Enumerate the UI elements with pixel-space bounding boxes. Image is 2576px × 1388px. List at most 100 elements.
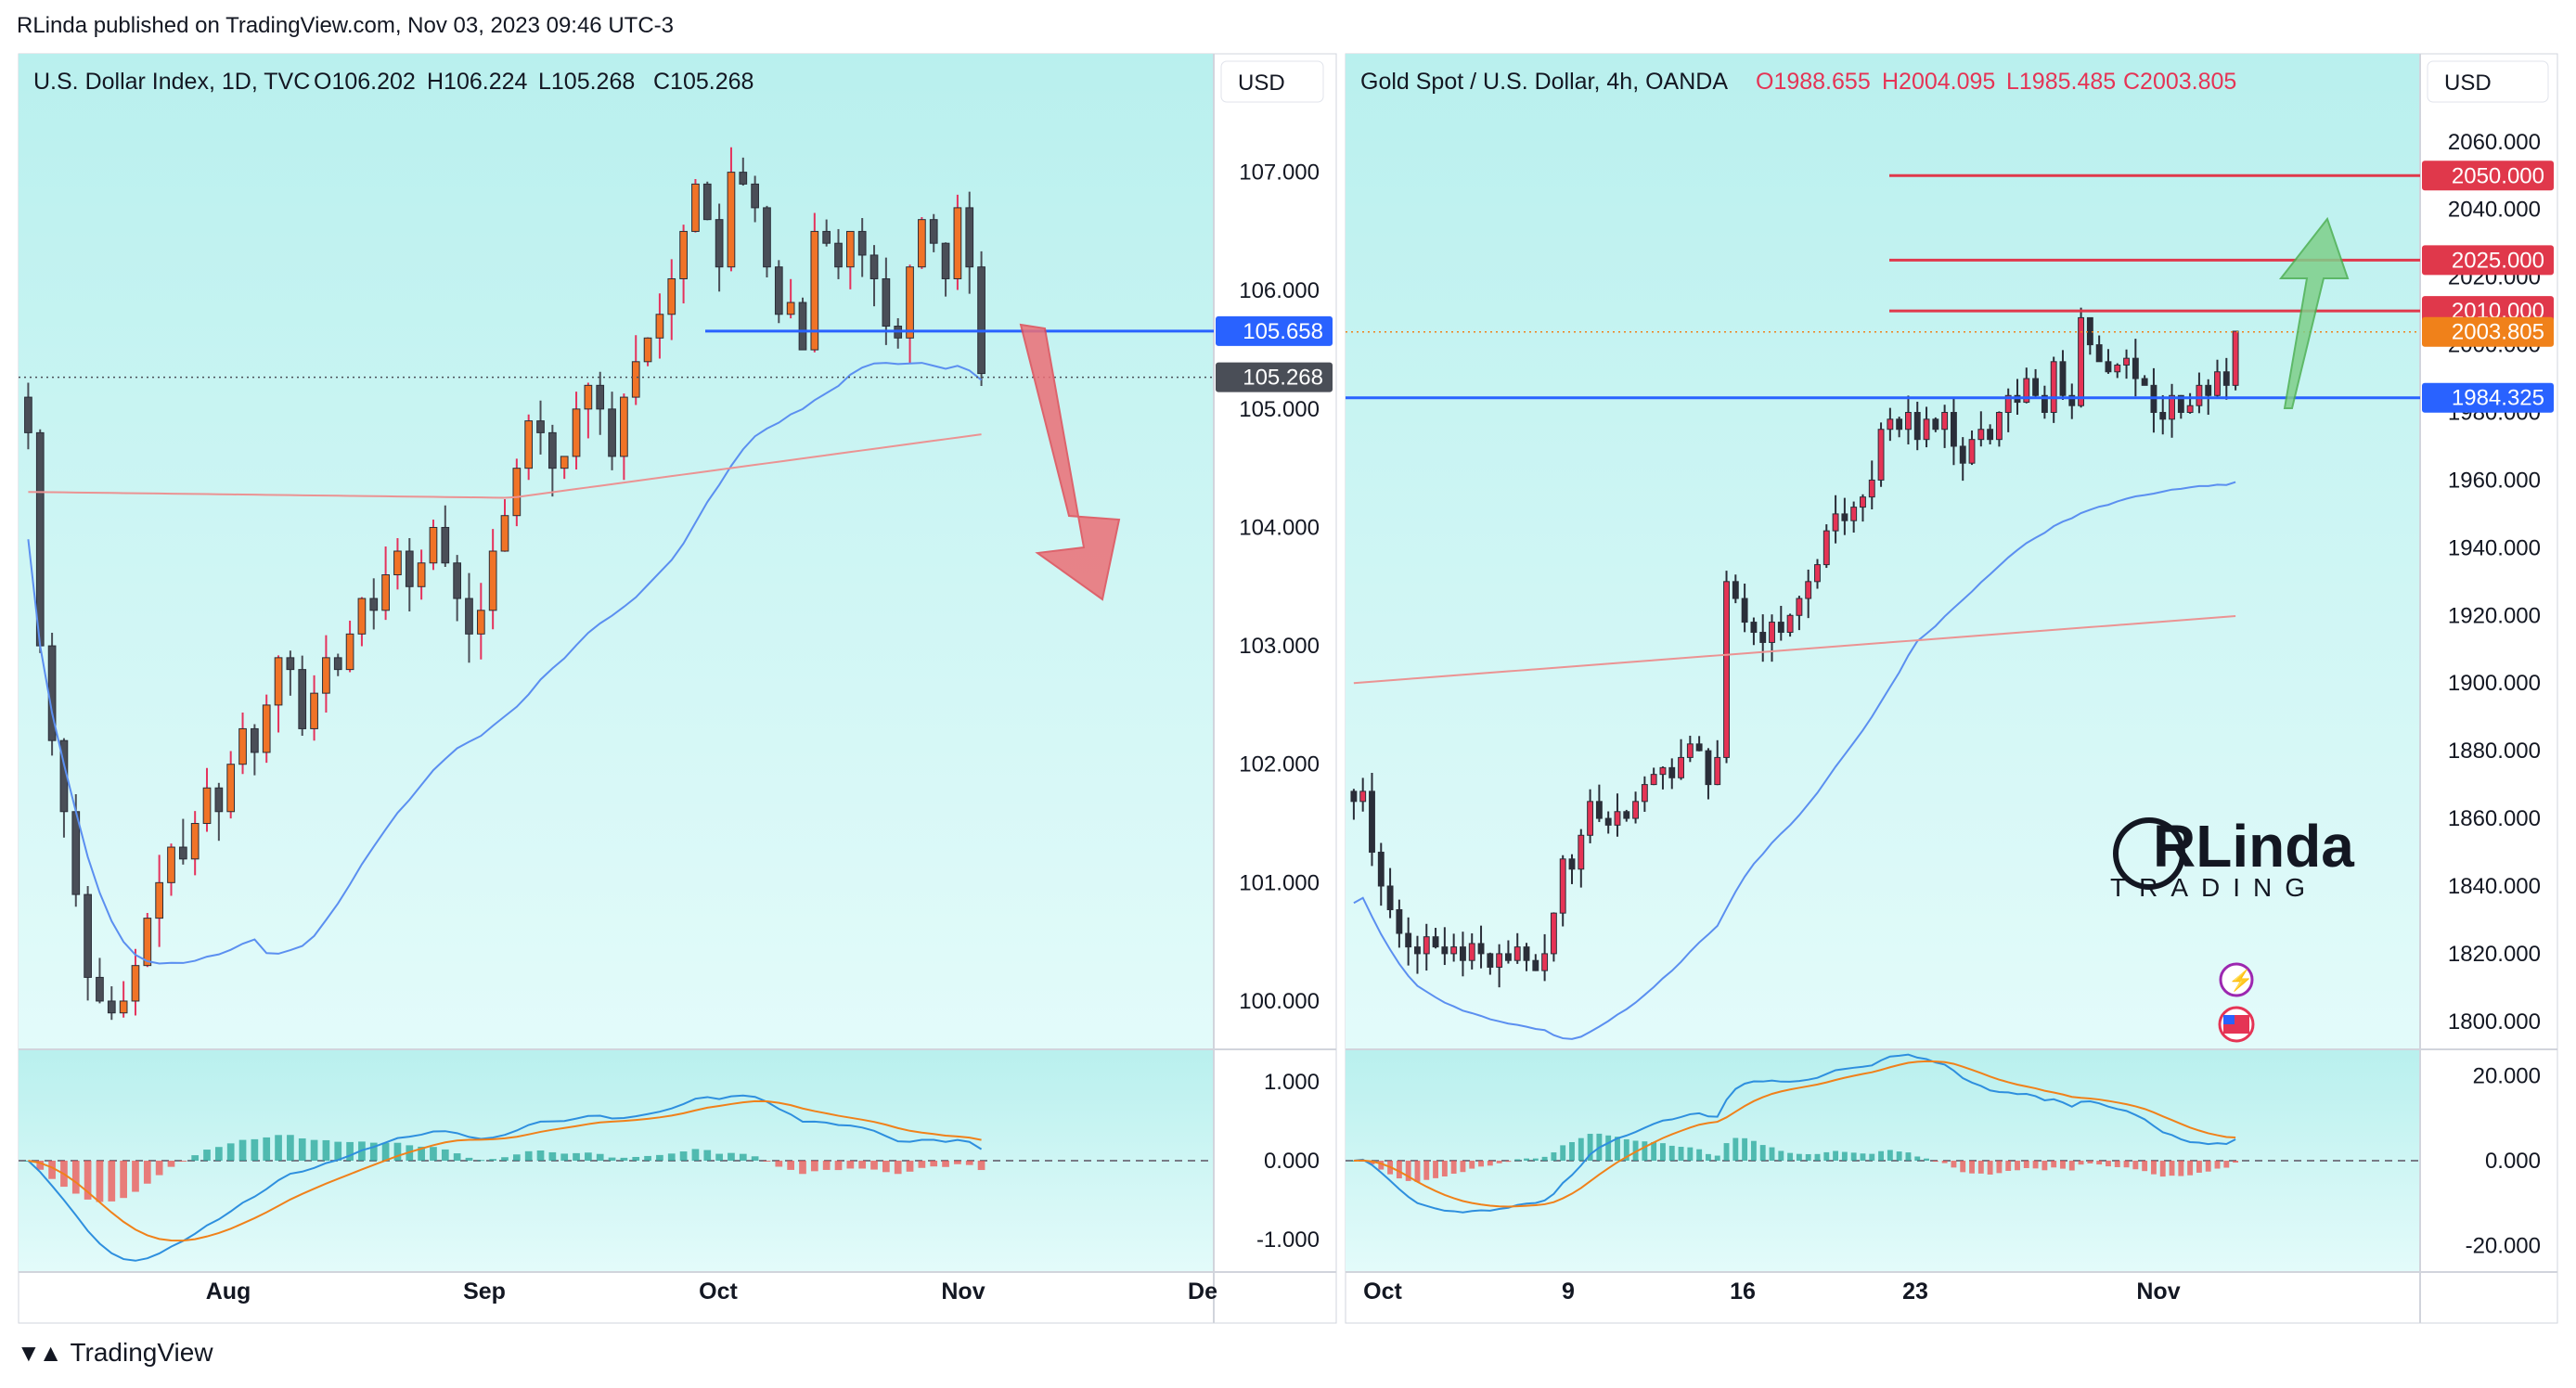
macd-bar — [894, 1161, 902, 1175]
macd-bar — [1769, 1147, 1775, 1161]
candle — [2186, 405, 2194, 414]
candle — [763, 207, 771, 268]
x-tick-label: Nov — [2136, 1279, 2180, 1304]
candle — [2114, 364, 2121, 373]
macd-tick-label: 0.000 — [1264, 1149, 1320, 1174]
macd-bar — [1460, 1161, 1466, 1173]
rlinda-logo-text: RLinda — [2153, 813, 2354, 880]
macd-bar — [573, 1152, 580, 1161]
macd-bar — [191, 1155, 200, 1161]
y-tick-label: 103.000 — [1239, 634, 1320, 659]
macd-bar — [1732, 1137, 1739, 1161]
macd-bar — [2132, 1161, 2139, 1170]
currency-label: USD — [2444, 71, 2492, 96]
candle — [1769, 622, 1775, 643]
macd-bar — [799, 1161, 806, 1175]
macd-bar — [585, 1152, 592, 1161]
candle — [1732, 581, 1739, 599]
candle — [1823, 530, 1830, 566]
candle — [834, 242, 843, 268]
candle — [584, 384, 593, 410]
candle — [310, 692, 318, 729]
y-tick-label: 1920.000 — [2448, 603, 2541, 628]
candle — [774, 266, 783, 315]
macd-bar — [2178, 1161, 2184, 1176]
candle — [1369, 790, 1375, 854]
candle — [1650, 774, 1657, 786]
y-tick-label: 1880.000 — [2448, 739, 2541, 764]
ohlc-c-label: C105.268 — [653, 69, 753, 95]
candle — [1959, 445, 1966, 464]
signal-line — [1353, 1060, 2236, 1208]
macd-bar — [1632, 1140, 1639, 1161]
candle — [24, 396, 32, 433]
candle — [155, 881, 164, 919]
candle — [357, 598, 367, 635]
publish-header: RLinda published on TradingView.com, Nov… — [17, 13, 674, 38]
macd-bar — [1924, 1158, 1929, 1161]
macd-bar — [1350, 1161, 1357, 1162]
candle — [345, 633, 354, 671]
bullish-arrow-icon — [2278, 216, 2350, 409]
candle — [1678, 756, 1684, 778]
candle — [857, 230, 867, 256]
candle — [1723, 581, 1730, 758]
x-tick-label: Aug — [206, 1279, 251, 1304]
candle — [1977, 429, 1985, 441]
macd-bar — [918, 1161, 926, 1168]
macd-bar — [1723, 1143, 1730, 1161]
candle — [1578, 834, 1585, 870]
currency-button[interactable]: USD — [2427, 60, 2549, 103]
candle — [1668, 766, 1676, 778]
macd-bar — [1850, 1152, 1857, 1161]
candle — [1496, 953, 1503, 968]
macd-bar — [1905, 1152, 1912, 1161]
candle — [1604, 817, 1612, 826]
y-tick-label: 1940.000 — [2448, 535, 2541, 560]
macd-bar — [1841, 1151, 1848, 1161]
macd-line — [1353, 1053, 2236, 1214]
candle — [1468, 943, 1475, 961]
y-tick-label: 102.000 — [1239, 752, 1320, 778]
level-price-tag — [2422, 161, 2554, 191]
macd-bar — [810, 1161, 818, 1172]
candle — [2205, 384, 2212, 396]
candle — [1896, 418, 1903, 431]
y-tick-label: 2060.000 — [2448, 130, 2541, 155]
macd-bar — [1433, 1161, 1438, 1178]
currency-box[interactable] — [1220, 60, 1324, 103]
macd-bar — [84, 1161, 92, 1200]
macd-bar — [620, 1157, 628, 1161]
candle — [1359, 790, 1367, 803]
macd-bar — [691, 1149, 700, 1161]
last-price-label: 105.268 — [1243, 366, 1323, 391]
candle — [286, 657, 295, 671]
macd-bar — [489, 1159, 497, 1161]
ohlc-c-label: C2003.805 — [2123, 69, 2236, 95]
macd-bar — [834, 1161, 843, 1171]
macd-bar — [1750, 1140, 1757, 1161]
candle — [751, 183, 759, 209]
candle — [1714, 756, 1721, 786]
macd-bar — [1941, 1161, 1948, 1163]
macd-bar — [418, 1146, 425, 1161]
macd-bar — [1823, 1151, 1830, 1161]
tradingview-logo[interactable]: ▼▲ TradingView — [17, 1338, 213, 1368]
candle — [1423, 936, 1430, 955]
ma-fast-line — [27, 362, 983, 965]
currency-button[interactable]: USD — [1220, 60, 1324, 103]
candle — [965, 207, 974, 268]
macd-bar — [715, 1153, 723, 1161]
macd-bar — [822, 1161, 831, 1170]
macd-bar — [2159, 1161, 2166, 1177]
candle — [548, 431, 557, 469]
macd-bar — [1615, 1137, 1620, 1161]
macd-bar — [560, 1153, 569, 1161]
candle — [2041, 394, 2048, 414]
currency-box[interactable] — [2427, 60, 2549, 103]
currency-label: USD — [1238, 71, 1285, 96]
y-tick-label: 105.000 — [1239, 397, 1320, 422]
lightning-icon[interactable] — [2219, 962, 2254, 997]
macd-bar — [679, 1151, 688, 1161]
candle — [1623, 811, 1630, 819]
